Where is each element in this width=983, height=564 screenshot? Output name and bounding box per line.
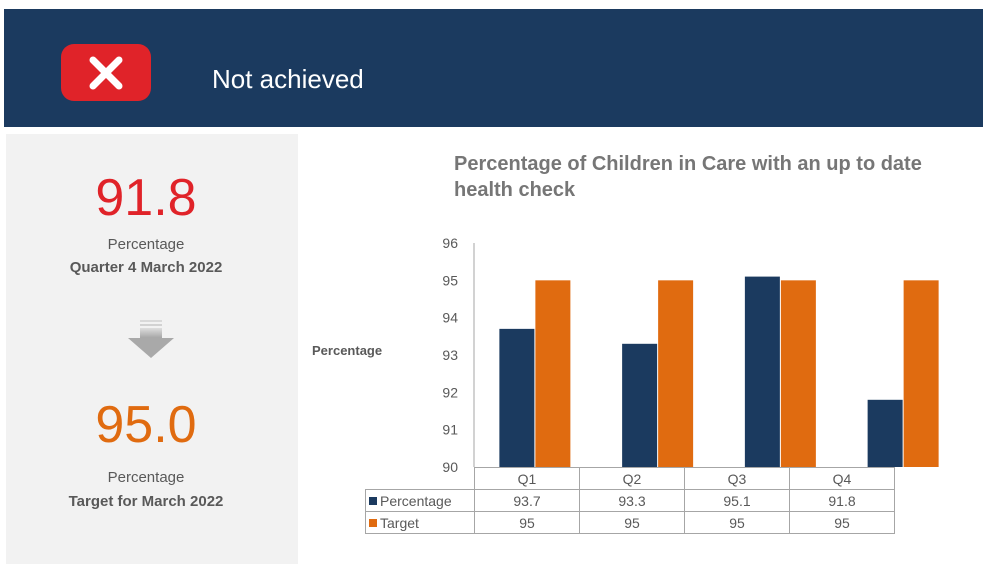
legend-target: Target: [365, 511, 475, 534]
target-label: Percentage: [107, 469, 185, 486]
chart-data-table: Q1 Q2 Q3 Q4 Percentage 93.7 93.3 95.1 91…: [365, 467, 895, 534]
y-tick-label: 91: [442, 422, 458, 438]
bar-percentage-q2: [622, 343, 658, 467]
data-label: 95: [789, 511, 895, 534]
y-tick-label: 92: [442, 384, 458, 400]
chart-title: Percentage of Children in Care with an u…: [454, 153, 922, 201]
category-label: Q1: [474, 467, 580, 490]
bar-percentage-q1: [499, 328, 535, 467]
bar-percentage-q3: [744, 276, 780, 467]
bar-target-q1: [535, 280, 571, 467]
y-tick-label: 93: [442, 347, 458, 363]
actual-label: Percentage: [107, 236, 185, 253]
y-tick-label: 96: [442, 235, 458, 251]
actual-value: 91.8: [95, 169, 197, 227]
bar-target-q3: [780, 280, 816, 467]
category-label: Q2: [579, 467, 685, 490]
data-label: 95: [474, 511, 580, 534]
data-label: 93.3: [579, 489, 685, 512]
close-icon: [89, 56, 123, 89]
status-badge: [61, 44, 151, 101]
category-label: Q3: [684, 467, 790, 490]
legend-key-percentage: [369, 496, 377, 505]
y-tick-label: 94: [442, 310, 458, 326]
target-row: Target 95 95 95 95: [365, 511, 895, 534]
bar-target-q2: [658, 280, 694, 467]
bar-percentage-q4: [867, 399, 903, 467]
data-label: 93.7: [474, 489, 580, 512]
legend-key-target: [369, 518, 377, 527]
category-label: Q4: [789, 467, 895, 490]
status-header: Not achieved: [4, 9, 983, 127]
actual-period: Quarter 4 March 2022: [69, 259, 223, 276]
category-row: Q1 Q2 Q3 Q4: [365, 467, 895, 490]
y-axis-title: Percentage: [312, 343, 383, 358]
target-value: 95.0: [95, 396, 197, 454]
data-label: 91.8: [789, 489, 895, 512]
y-tick-label: 95: [442, 272, 458, 288]
arrow-down-icon: [128, 320, 174, 358]
target-period: Target for March 2022: [68, 493, 224, 510]
data-label: 95: [579, 511, 685, 534]
data-label: 95.1: [684, 489, 790, 512]
status-label: Not achieved: [212, 64, 364, 94]
percentage-row: Percentage 93.7 93.3 95.1 91.8: [365, 489, 895, 512]
bar-target-q4: [903, 280, 939, 467]
legend-percentage: Percentage: [365, 489, 475, 512]
data-label: 95: [684, 511, 790, 534]
